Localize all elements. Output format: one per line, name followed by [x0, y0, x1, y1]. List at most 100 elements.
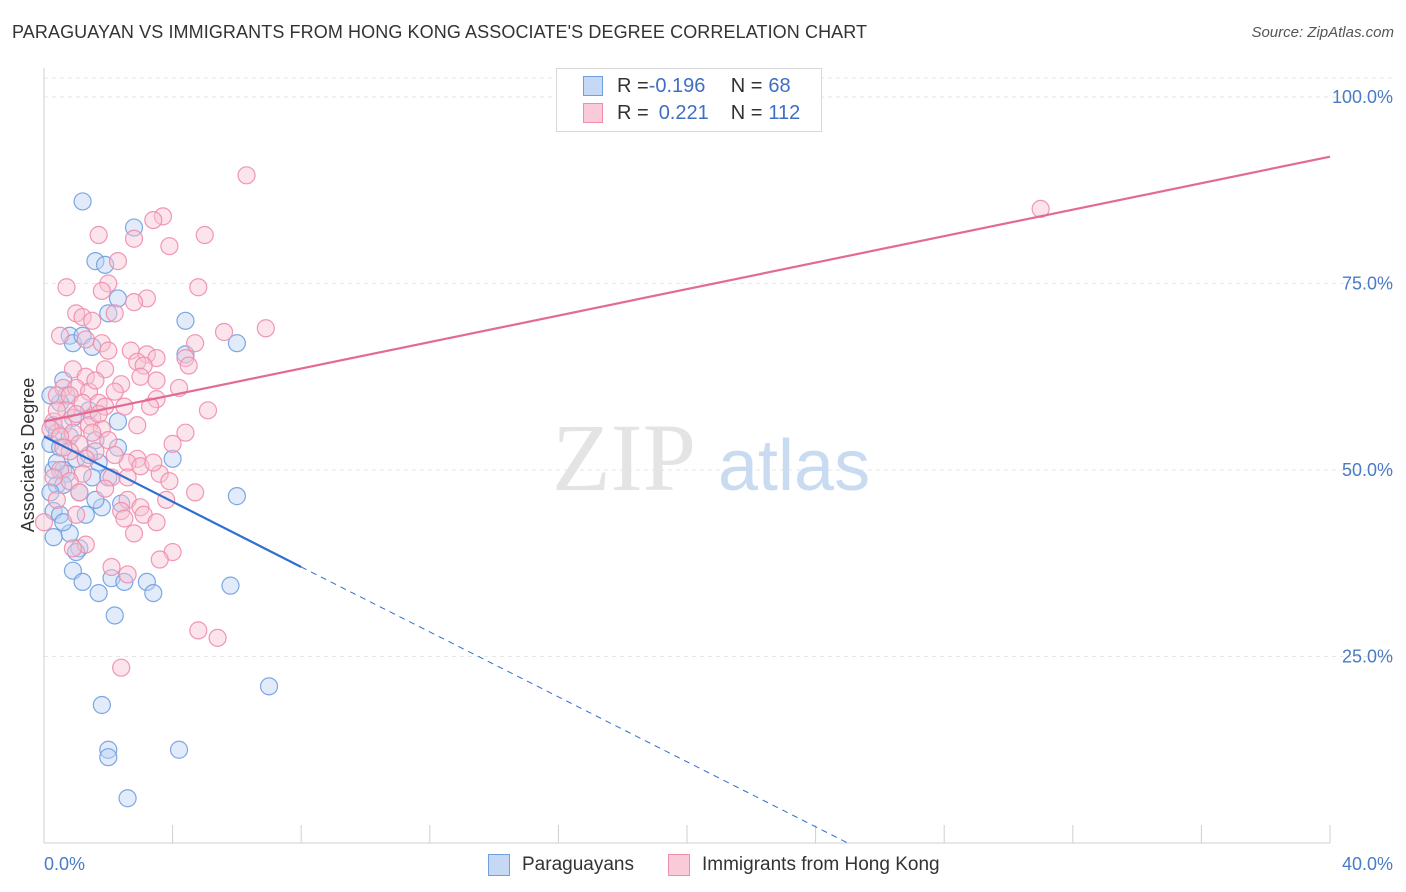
data-point [144, 210, 163, 230]
y-tick-labels: 100.0% 75.0% 50.0% 25.0% [1332, 87, 1393, 667]
axes [43, 68, 1331, 844]
data-point [147, 513, 166, 532]
data-point [57, 278, 76, 297]
data-point [221, 576, 240, 595]
data-point [99, 341, 118, 360]
data-point [176, 423, 195, 442]
data-point [137, 345, 156, 364]
data-point [186, 483, 205, 502]
data-point [124, 229, 144, 248]
data-point [99, 748, 118, 767]
bottom-legend-swatch-blue [488, 854, 510, 876]
data-point [128, 416, 147, 435]
data-point [89, 225, 108, 245]
data-point [144, 453, 163, 472]
data-point [54, 378, 73, 398]
data-point [118, 789, 137, 808]
data-point [118, 565, 137, 584]
data-point [115, 509, 134, 528]
data-point [140, 397, 160, 416]
data-point [102, 557, 121, 577]
watermark-zip: ZIP [552, 404, 696, 511]
data-point [195, 225, 214, 245]
data-point [99, 274, 118, 293]
data-point [118, 468, 137, 487]
data-point [198, 401, 218, 420]
data-point [186, 334, 205, 353]
data-point [63, 539, 83, 558]
data-point [47, 490, 66, 509]
legend-r-label: R = [617, 101, 649, 124]
data-point [92, 695, 111, 715]
data-point [150, 550, 169, 569]
data-point [86, 442, 105, 461]
gridlines [44, 77, 1392, 657]
data-point [89, 583, 108, 603]
data-point [105, 606, 124, 625]
data-point [108, 289, 128, 308]
correlation-legend: R = -0.196 N = 68 R = 0.221 N = 112 [556, 68, 822, 132]
data-point [54, 438, 73, 457]
legend-n-value: 68 [768, 74, 791, 97]
data-point [137, 572, 156, 592]
data-point [73, 192, 92, 211]
data-point [179, 356, 198, 375]
data-point [163, 449, 182, 468]
data-point [105, 382, 124, 401]
trend-line-paraguayans-extension [300, 566, 848, 844]
y-tick-label: 50.0% [1342, 460, 1393, 480]
data-point [95, 479, 115, 498]
data-point [153, 207, 173, 226]
data-point [169, 740, 189, 759]
source-label: Source: ZipAtlas.com [1251, 24, 1394, 41]
x-tick-labels: 0.0% 40.0% [44, 854, 1393, 874]
data-point [70, 483, 89, 502]
data-point [73, 393, 92, 412]
data-point [92, 281, 111, 301]
data-point [92, 419, 111, 439]
legend-swatch-blue [583, 76, 603, 96]
data-point [124, 293, 144, 312]
data-point [147, 371, 166, 390]
data-point [108, 252, 128, 271]
data-point [105, 445, 124, 465]
legend-r-value: 0.221 [658, 101, 709, 124]
data-point [176, 311, 195, 330]
data-point [1031, 199, 1050, 218]
data-point [44, 528, 63, 547]
data-point [237, 166, 256, 185]
data-point [57, 401, 76, 420]
data-point [208, 628, 227, 647]
data-point [47, 386, 66, 405]
y-tick-label: 25.0% [1342, 647, 1393, 667]
trend-lines [43, 155, 1331, 844]
watermark-atlas: atlas [718, 426, 870, 506]
data-point [227, 334, 246, 353]
data-point [214, 322, 234, 342]
data-point [99, 304, 118, 323]
data-point [259, 677, 279, 696]
bottom-legend-label: Immigrants from Hong Kong [702, 854, 940, 875]
series-hong-kong [34, 166, 1050, 677]
data-point [112, 375, 131, 394]
data-point [83, 423, 102, 442]
legend-n-value: 112 [768, 101, 801, 124]
bottom-legend-paraguayans: Paraguayans [488, 852, 634, 878]
data-point [131, 367, 150, 386]
x-tick-label: 0.0% [44, 854, 85, 874]
bottom-legend-hong-kong: Immigrants from Hong Kong [668, 852, 940, 878]
data-point [83, 311, 102, 330]
data-point [47, 401, 66, 420]
data-point [150, 464, 169, 483]
data-point [163, 434, 182, 453]
data-point [86, 252, 105, 271]
data-point [256, 319, 275, 338]
data-point [67, 505, 86, 524]
data-point [99, 740, 118, 759]
data-point [134, 356, 153, 375]
data-point [227, 487, 246, 506]
legend-r-label: R = [617, 74, 649, 97]
legend-row-hong-kong: R = 0.221 N = 112 [583, 100, 800, 126]
data-point [157, 490, 176, 509]
